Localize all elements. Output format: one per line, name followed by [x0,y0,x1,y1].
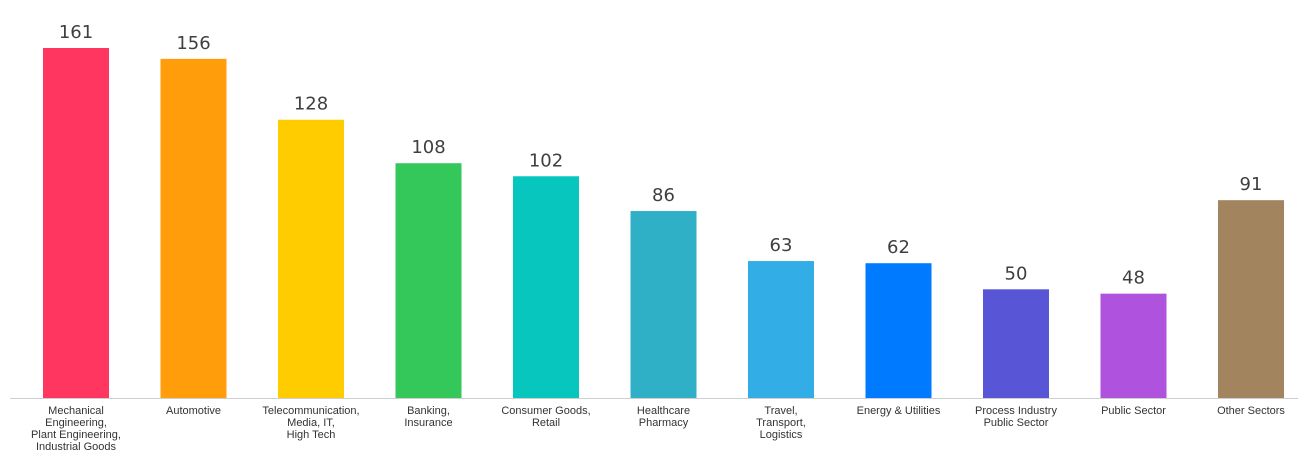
category-label-11: Other Sectors [1217,405,1285,417]
bar-value-label-8: 62 [887,237,910,258]
bars-group [43,48,1284,398]
bar-value-label-4: 108 [411,137,445,158]
bar-3 [278,119,344,398]
category-label-line: Process Industry [975,405,1057,417]
category-label-4: Banking, Insurance [404,405,452,429]
category-label-line: Industrial Goods [36,441,117,453]
value-labels-group: 161 156 128 108 102 86 63 62 50 48 91 [59,22,1263,289]
category-label-2: Automotive [166,405,221,417]
category-label-line: Pharmacy [639,417,689,429]
bar-6 [630,211,697,398]
bar-4 [395,163,462,398]
category-label-line: Logistics [760,429,803,441]
bar-value-label-2: 156 [176,33,210,54]
category-label-8: Energy & Utilities [857,405,941,417]
category-label-line: Public Sector [1101,405,1166,417]
bar-value-label-9: 50 [1005,263,1028,284]
category-label-line: Telecommunication, [262,405,359,417]
bar-9 [983,289,1049,398]
bar-1 [43,48,109,398]
category-label-line: Energy & Utilities [857,405,941,417]
category-label-1: Mechanical Engineering, Plant Engineering,… [31,405,121,453]
category-label-line: Mechanical [48,405,104,417]
category-label-5: Consumer Goods, Retail [501,405,590,429]
category-label-line: Retail [532,417,560,429]
bar-2 [160,58,227,398]
bar-value-label-3: 128 [294,94,328,115]
category-label-line: Public Sector [984,417,1049,429]
category-label-6: Healthcare Pharmacy [637,405,690,429]
bar-11 [1218,200,1284,398]
category-label-3: Telecommunication, Media, IT, High Tech [262,405,359,441]
category-label-line: Transport, [756,417,806,429]
category-label-line: High Tech [287,429,336,441]
category-label-line: Engineering, [45,417,107,429]
category-label-line: Healthcare [637,405,690,417]
bar-value-label-1: 161 [59,22,93,43]
bar-8 [865,263,932,398]
category-label-10: Public Sector [1101,405,1166,417]
category-label-line: Consumer Goods, [501,405,590,417]
category-label-line: Plant Engineering, [31,429,121,441]
bar-value-label-7: 63 [770,235,793,256]
bar-7 [748,261,814,398]
bar-value-label-11: 91 [1240,174,1263,195]
category-label-line: Banking, [407,405,450,417]
category-label-line: Media, IT, [287,417,335,429]
bar-value-label-10: 48 [1122,268,1145,289]
category-label-line: Travel, [764,405,797,417]
category-label-9: Process Industry Public Sector [975,405,1057,429]
category-label-line: Automotive [166,405,221,417]
bar-value-label-6: 86 [652,185,675,206]
bar-5 [513,176,579,398]
category-label-line: Insurance [404,417,452,429]
bar-10 [1100,293,1167,398]
bar-value-label-5: 102 [529,150,563,171]
category-label-7: Travel, Transport, Logistics [756,405,806,441]
category-labels-group: Mechanical Engineering, Plant Engineering,… [31,405,1285,453]
category-label-line: Other Sectors [1217,405,1285,417]
